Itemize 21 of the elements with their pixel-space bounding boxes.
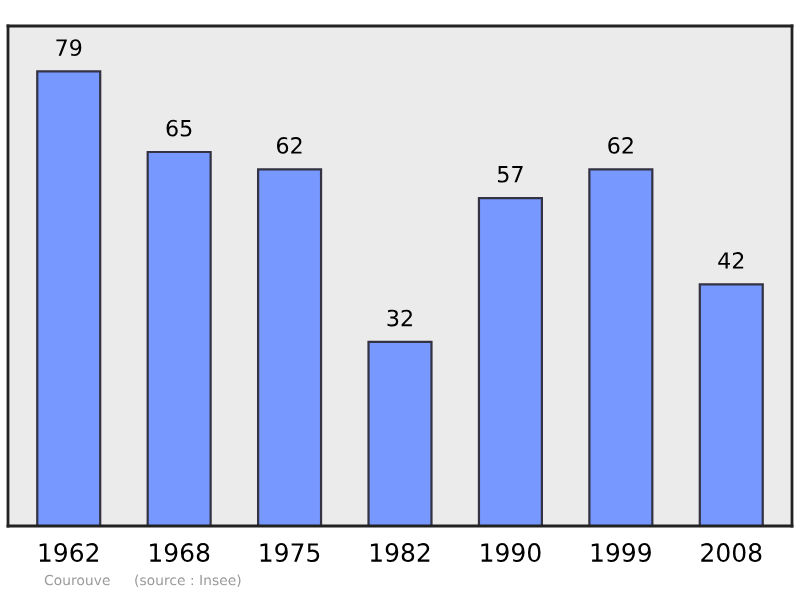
x-tick-label: 1962 xyxy=(39,543,99,563)
bar xyxy=(698,283,764,526)
bar xyxy=(477,196,543,526)
data-label: 32 xyxy=(387,309,412,327)
bar xyxy=(588,168,654,526)
x-tick-label: 1968 xyxy=(150,543,210,563)
x-tick-label: 1990 xyxy=(481,543,541,563)
data-label: 42 xyxy=(718,252,744,269)
data-label: 57 xyxy=(498,166,523,183)
bar xyxy=(36,70,102,526)
x-tick-label: 1982 xyxy=(370,543,430,563)
data-label: 65 xyxy=(166,119,192,137)
bar xyxy=(146,150,212,526)
bar xyxy=(257,168,323,526)
x-tick-label: 2008 xyxy=(701,543,762,563)
data-label: 79 xyxy=(56,39,82,57)
data-label: 62 xyxy=(608,137,633,154)
bar xyxy=(367,340,433,526)
x-tick-label: 1975 xyxy=(260,543,320,563)
x-tick-label: 1999 xyxy=(591,543,651,563)
data-label: 62 xyxy=(276,137,302,154)
